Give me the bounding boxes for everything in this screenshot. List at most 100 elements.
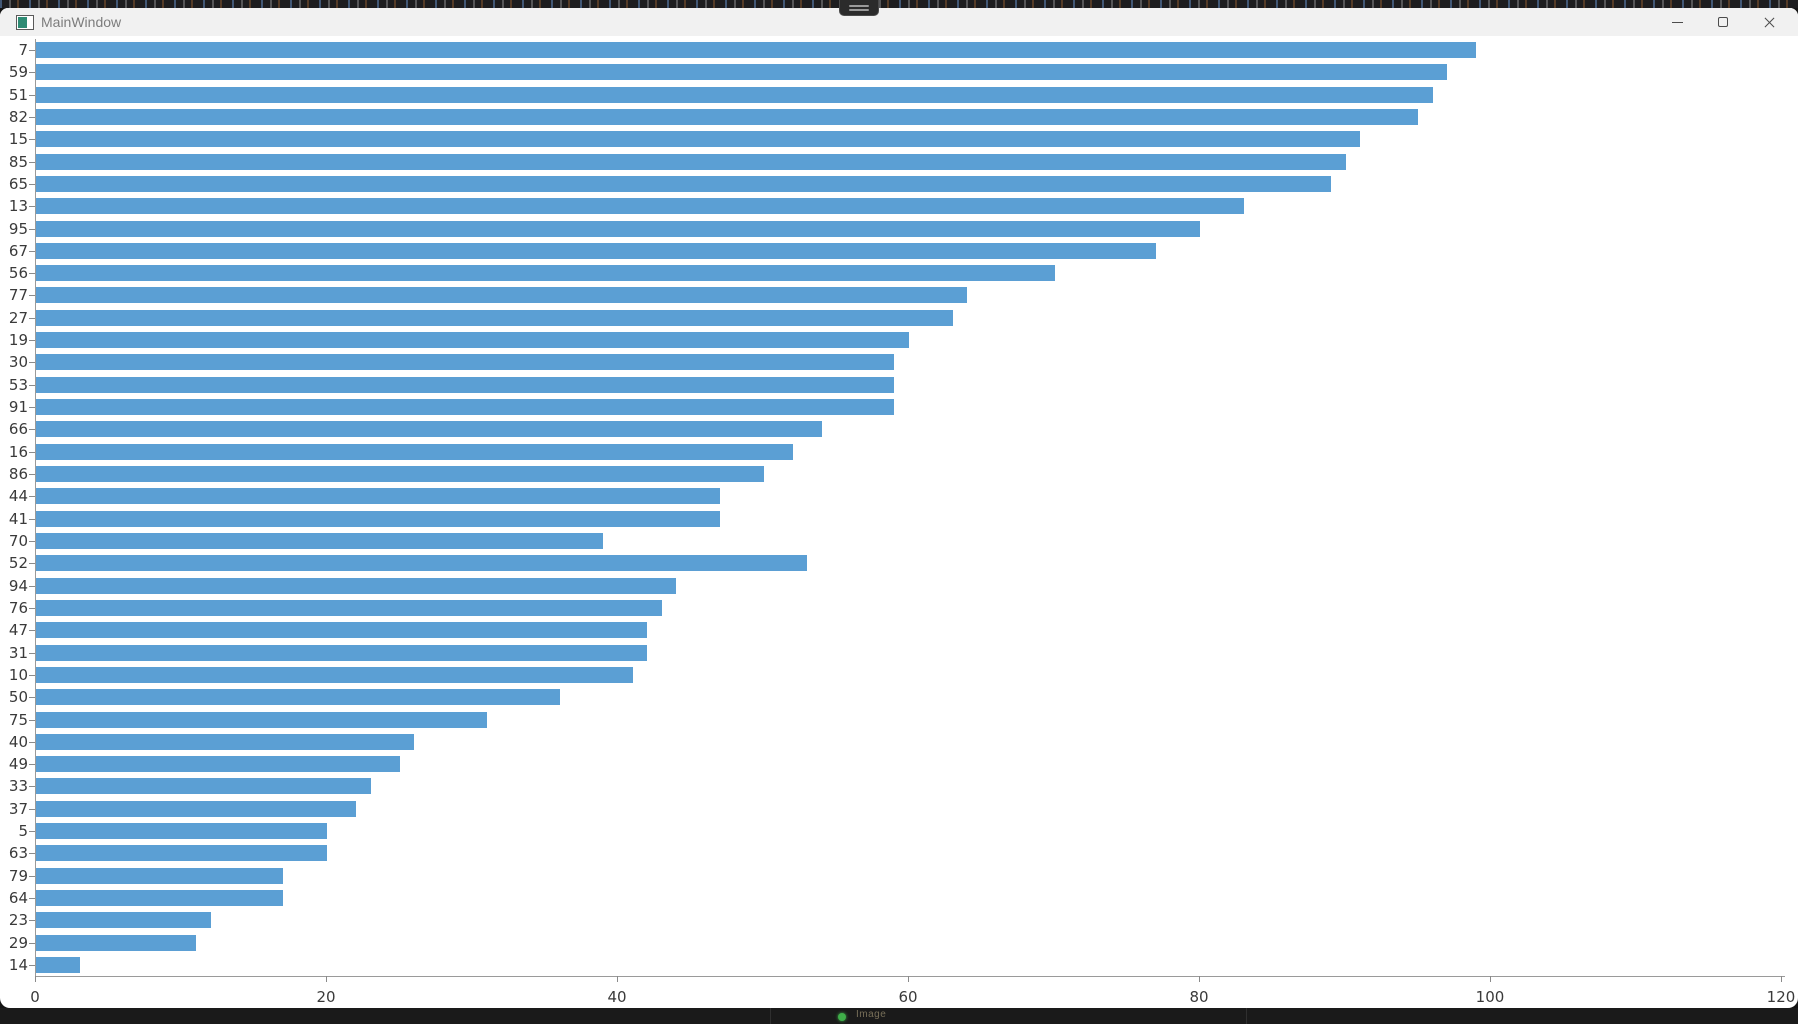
x-tick-mark <box>1781 976 1782 982</box>
y-tick-mark <box>29 943 35 944</box>
x-tick-label: 60 <box>898 988 918 1006</box>
main-window: MainWindow 7 59 51 82 15 85 65 13 95 67 56 77 27 19 30… <box>0 8 1798 1008</box>
window-titlebar[interactable]: MainWindow <box>0 8 1798 36</box>
y-tick-label: 31 <box>8 644 28 662</box>
y-tick-label: 75 <box>8 711 28 729</box>
taskbar-item-label: Image <box>856 1009 887 1020</box>
bar <box>36 399 894 415</box>
y-tick-mark <box>29 965 35 966</box>
y-tick-mark <box>29 139 35 140</box>
bar <box>36 712 487 728</box>
y-tick-mark <box>29 898 35 899</box>
y-tick-label: 19 <box>8 331 28 349</box>
maximize-button[interactable] <box>1700 8 1746 36</box>
bar <box>36 801 356 817</box>
y-tick-mark <box>29 853 35 854</box>
y-axis-spine <box>35 39 36 976</box>
bar <box>36 287 967 303</box>
y-tick-label: 49 <box>8 755 28 773</box>
bar <box>36 154 1346 170</box>
y-tick-mark <box>29 407 35 408</box>
y-tick-mark <box>29 385 35 386</box>
x-tick-label: 40 <box>607 988 627 1006</box>
bar <box>36 265 1055 281</box>
x-tick-label: 100 <box>1475 988 1505 1006</box>
y-tick-label: 95 <box>8 220 28 238</box>
x-tick-mark <box>1490 976 1491 982</box>
y-tick-mark <box>29 675 35 676</box>
bar <box>36 667 633 683</box>
bar <box>36 109 1418 125</box>
y-tick-label: 91 <box>8 398 28 416</box>
y-tick-label: 67 <box>8 242 28 260</box>
y-tick-label: 77 <box>8 286 28 304</box>
y-tick-mark <box>29 630 35 631</box>
x-tick-mark <box>617 976 618 982</box>
bar <box>36 555 807 571</box>
minimize-icon <box>1671 21 1683 23</box>
y-tick-label: 51 <box>8 86 28 104</box>
y-tick-label: 13 <box>8 197 28 215</box>
bar <box>36 912 211 928</box>
y-tick-label: 14 <box>8 956 28 974</box>
y-tick-mark <box>29 653 35 654</box>
y-tick-label: 29 <box>8 934 28 952</box>
y-tick-label: 7 <box>18 41 28 59</box>
bar <box>36 511 720 527</box>
y-tick-mark <box>29 920 35 921</box>
y-tick-mark <box>29 229 35 230</box>
y-tick-label: 5 <box>18 822 28 840</box>
minimize-button[interactable] <box>1654 8 1700 36</box>
y-tick-mark <box>29 608 35 609</box>
maximize-icon <box>1718 17 1728 27</box>
bar <box>36 890 283 906</box>
bar <box>36 466 764 482</box>
y-tick-mark <box>29 742 35 743</box>
y-tick-mark <box>29 362 35 363</box>
y-tick-label: 64 <box>8 889 28 907</box>
y-tick-label: 59 <box>8 63 28 81</box>
y-tick-mark <box>29 786 35 787</box>
bar <box>36 845 327 861</box>
y-tick-mark <box>29 519 35 520</box>
y-tick-label: 85 <box>8 153 28 171</box>
app-window-icon <box>16 14 34 30</box>
y-tick-label: 56 <box>8 264 28 282</box>
taskbar-divider <box>770 1008 771 1024</box>
y-tick-label: 86 <box>8 465 28 483</box>
y-tick-label: 50 <box>8 688 28 706</box>
y-tick-mark <box>29 541 35 542</box>
y-tick-mark <box>29 184 35 185</box>
y-tick-mark <box>29 318 35 319</box>
y-tick-label: 66 <box>8 420 28 438</box>
background-window-top-strip <box>0 0 1798 8</box>
x-tick-mark <box>35 976 36 982</box>
x-tick-mark <box>908 976 909 982</box>
y-tick-label: 37 <box>8 800 28 818</box>
y-tick-mark <box>29 50 35 51</box>
bar <box>36 87 1433 103</box>
x-tick-label: 80 <box>1189 988 1209 1006</box>
y-tick-mark <box>29 95 35 96</box>
bar <box>36 310 953 326</box>
y-tick-label: 15 <box>8 130 28 148</box>
y-tick-label: 47 <box>8 621 28 639</box>
y-tick-mark <box>29 162 35 163</box>
screen-share-handle[interactable] <box>839 0 879 16</box>
y-tick-label: 33 <box>8 777 28 795</box>
bar <box>36 444 793 460</box>
y-tick-mark <box>29 831 35 832</box>
y-tick-mark <box>29 764 35 765</box>
y-tick-label: 52 <box>8 554 28 572</box>
y-tick-label: 82 <box>8 108 28 126</box>
y-tick-label: 65 <box>8 175 28 193</box>
bar <box>36 243 1156 259</box>
y-tick-mark <box>29 474 35 475</box>
y-tick-label: 76 <box>8 599 28 617</box>
window-title: MainWindow <box>41 14 122 30</box>
bar <box>36 935 196 951</box>
y-tick-label: 41 <box>8 510 28 528</box>
x-tick-mark <box>1199 976 1200 982</box>
y-tick-label: 10 <box>8 666 28 684</box>
bar <box>36 823 327 839</box>
